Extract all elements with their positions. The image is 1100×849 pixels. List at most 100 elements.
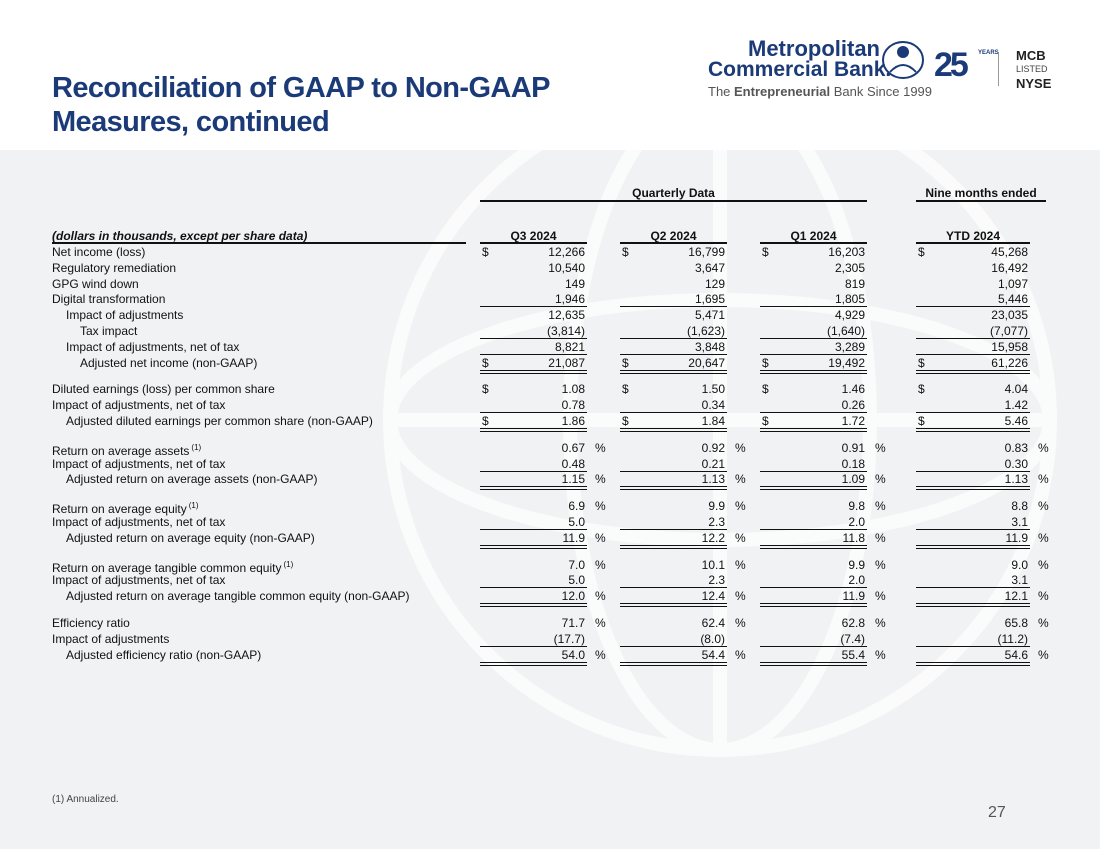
- value: 2.0: [848, 515, 865, 529]
- currency-sign: $: [918, 245, 925, 259]
- page-number: 27: [988, 804, 1006, 821]
- value: 2.0: [848, 573, 865, 588]
- double-underline: [760, 544, 867, 549]
- percent-sign: %: [735, 589, 746, 604]
- row-label: Net income (loss): [52, 245, 145, 259]
- value: 1,695: [694, 292, 725, 307]
- currency-sign: $: [622, 382, 629, 397]
- underline: [480, 412, 587, 414]
- value: 6.9: [568, 499, 585, 514]
- logo-eagle: [882, 41, 924, 79]
- value: 0.30: [1004, 456, 1028, 471]
- logo-years: YEARS: [978, 50, 999, 56]
- title-line: Reconciliation of GAAP to Non-GAAP: [52, 72, 550, 104]
- background-band: [0, 150, 1100, 849]
- underline: [620, 587, 727, 589]
- percent-sign: %: [1038, 616, 1049, 630]
- row-label: Impact of adjustments, net of tax: [52, 457, 225, 471]
- logo-name: Metropolitan: [748, 36, 880, 61]
- double-underline: [620, 544, 727, 549]
- value: (8.0): [700, 631, 725, 646]
- label-text: Return on average tangible common equity: [52, 560, 282, 575]
- value: 2.3: [708, 573, 725, 588]
- value: 62.4: [701, 616, 725, 630]
- double-underline: [620, 661, 727, 666]
- header-rule: [760, 242, 867, 244]
- underline: [916, 529, 1030, 530]
- underline: [916, 306, 1030, 308]
- label-text: Net income (loss): [52, 245, 146, 259]
- currency-sign: $: [762, 414, 769, 428]
- double-underline: [916, 486, 1030, 491]
- value: 12.1: [1004, 589, 1028, 604]
- double-underline: [760, 369, 867, 374]
- percent-sign: %: [1038, 440, 1049, 455]
- label-text: Impact of adjustments, net of tax: [52, 456, 226, 471]
- currency-sign: $: [622, 245, 629, 259]
- value: 12,635: [548, 308, 585, 323]
- value: 129: [704, 276, 725, 291]
- underline: [760, 306, 867, 308]
- value: 0.26: [841, 398, 865, 413]
- double-underline: [480, 369, 587, 374]
- value: (7.4): [840, 631, 865, 646]
- value: 54.0: [561, 647, 585, 662]
- row-label: Return on average tangible common equity…: [52, 558, 293, 575]
- double-underline: [480, 544, 587, 549]
- value: 4.04: [1004, 382, 1028, 397]
- value: 5.0: [568, 573, 585, 588]
- value: 71.7: [561, 616, 585, 630]
- value: 1.08: [561, 382, 585, 397]
- label-text: Digital transformation: [52, 292, 166, 307]
- double-underline: [760, 486, 867, 491]
- header-rule: [916, 242, 1030, 244]
- percent-sign: %: [595, 440, 606, 455]
- underline: [480, 645, 587, 647]
- underline: [620, 353, 727, 355]
- percent-sign: %: [875, 472, 886, 487]
- value: 23,035: [991, 308, 1028, 323]
- underline: [760, 587, 867, 589]
- logo-divider: [998, 52, 999, 86]
- footnote: (1) Annualized.: [52, 794, 119, 805]
- column-header: Q1 2024: [790, 229, 837, 243]
- label-text: Adjusted diluted earnings per common sha…: [66, 414, 373, 428]
- value: 12.4: [701, 589, 725, 604]
- label-text: Adjusted return on average tangible comm…: [66, 589, 410, 604]
- double-underline: [916, 661, 1030, 666]
- double-underline: [760, 603, 867, 608]
- underline: [760, 645, 867, 647]
- column-header: Q3 2024: [510, 229, 557, 243]
- row-label: Impact of adjustments, net of tax: [52, 398, 225, 412]
- label-text: Adjusted efficiency ratio (non-GAAP): [66, 647, 262, 662]
- value: 3,848: [694, 339, 725, 354]
- percent-sign: %: [875, 557, 886, 572]
- currency-sign: $: [918, 414, 925, 428]
- row-label: Adjusted return on average tangible comm…: [66, 589, 410, 603]
- value: 0.21: [701, 456, 725, 471]
- percent-sign: %: [1038, 472, 1049, 487]
- label-text: Impact of adjustments, net of tax: [52, 573, 226, 588]
- value: 10.1: [701, 557, 725, 572]
- value: 1,097: [997, 276, 1028, 291]
- value: 62.8: [841, 616, 865, 630]
- percent-sign: %: [735, 530, 746, 545]
- percent-sign: %: [595, 472, 606, 487]
- label-text: Diluted earnings (loss) per common share: [52, 382, 275, 397]
- tagline-part: Bank Since 1999: [830, 84, 933, 99]
- double-underline: [620, 369, 727, 374]
- value: 16,203: [828, 245, 865, 259]
- percent-sign: %: [735, 472, 746, 487]
- value: 15,958: [991, 339, 1028, 354]
- label-text: GPG wind down: [52, 276, 139, 291]
- underline: [760, 412, 867, 414]
- value: 0.78: [561, 398, 585, 413]
- double-underline: [480, 428, 587, 432]
- value: 54.4: [701, 647, 725, 662]
- value: 0.91: [841, 440, 865, 455]
- percent-sign: %: [595, 589, 606, 604]
- value: 8.8: [1011, 499, 1028, 514]
- percent-sign: %: [1038, 557, 1049, 572]
- value: 819: [844, 276, 865, 291]
